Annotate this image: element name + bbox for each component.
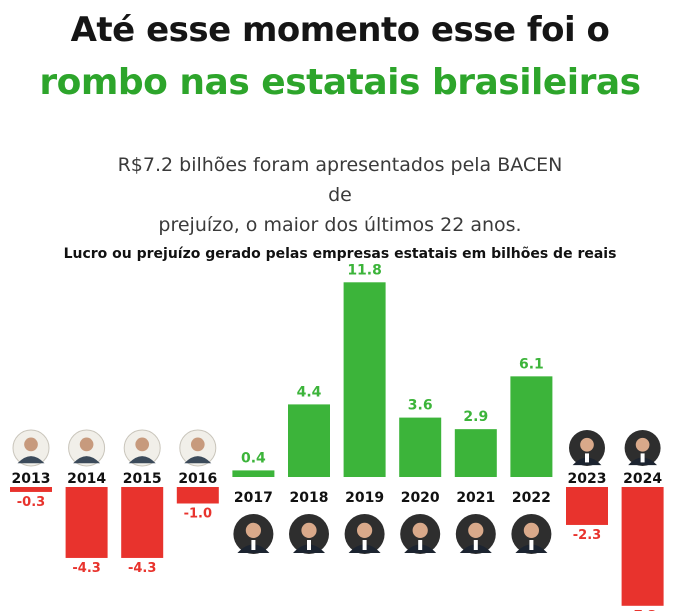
- portrait-icon: [233, 514, 274, 554]
- tick-label: 2019: [345, 490, 384, 506]
- portrait-icon: [68, 429, 106, 467]
- tick-label: 2013: [12, 471, 51, 487]
- bar: [399, 417, 442, 477]
- data-label: 4.4: [297, 384, 322, 400]
- tick-label: 2018: [290, 490, 329, 506]
- data-label: -2.3: [573, 528, 601, 543]
- bar: [566, 487, 608, 525]
- portrait-icon: [12, 429, 50, 467]
- data-label: 11.8: [347, 262, 382, 278]
- subtitle-line2: prejuízo, o maior dos últimos 22 anos.: [158, 214, 522, 236]
- tick-label: 2022: [512, 490, 551, 506]
- bar: [10, 487, 52, 492]
- tick-label: 2021: [456, 490, 495, 506]
- data-label: 6.1: [519, 356, 544, 372]
- portrait-icon: [569, 430, 605, 466]
- data-label: -1.0: [184, 507, 212, 522]
- bar: [510, 376, 553, 477]
- chart-caption: Lucro ou prejuízo gerado pelas empresas …: [63, 246, 617, 262]
- portrait-icon: [400, 514, 441, 554]
- page-title-line2: rombo nas estatais brasileiras: [39, 62, 641, 103]
- data-label: 2.9: [463, 409, 488, 425]
- subtitle-line1: R$7.2 bilhões foram apresentados pela BA…: [117, 154, 563, 206]
- bar: [176, 487, 219, 504]
- tick-label: 2016: [178, 471, 217, 487]
- bar: [65, 487, 108, 558]
- portrait-icon: [624, 430, 661, 466]
- bar: [288, 404, 330, 477]
- data-label: -4.3: [72, 561, 100, 576]
- tick-label: 2015: [123, 471, 162, 487]
- portrait-icon: [289, 514, 329, 554]
- page-title-line1: Até esse momento esse foi o: [70, 10, 610, 50]
- bar: [621, 487, 664, 606]
- data-label: 3.6: [408, 398, 433, 414]
- subtitle: R$7.2 bilhões foram apresentados pela BA…: [110, 150, 570, 240]
- portrait-icon: [455, 514, 496, 554]
- portrait-icon: [179, 429, 217, 467]
- bar: [121, 487, 164, 558]
- data-label: -7.2: [628, 609, 656, 611]
- data-label: 0.4: [241, 450, 266, 466]
- data-label: -4.3: [128, 561, 156, 576]
- tick-label: 2014: [67, 471, 106, 487]
- tick-label: 2024: [623, 471, 662, 487]
- bar: [232, 470, 275, 477]
- portrait-icon: [344, 514, 385, 554]
- portrait-icon: [123, 429, 161, 467]
- data-label: -0.3: [17, 495, 45, 510]
- tick-label: 2023: [568, 471, 607, 487]
- tick-label: 2017: [234, 490, 273, 506]
- portrait-icon: [511, 514, 552, 554]
- tick-label: 2020: [401, 490, 440, 506]
- bar: [343, 282, 386, 477]
- bar: [454, 429, 497, 477]
